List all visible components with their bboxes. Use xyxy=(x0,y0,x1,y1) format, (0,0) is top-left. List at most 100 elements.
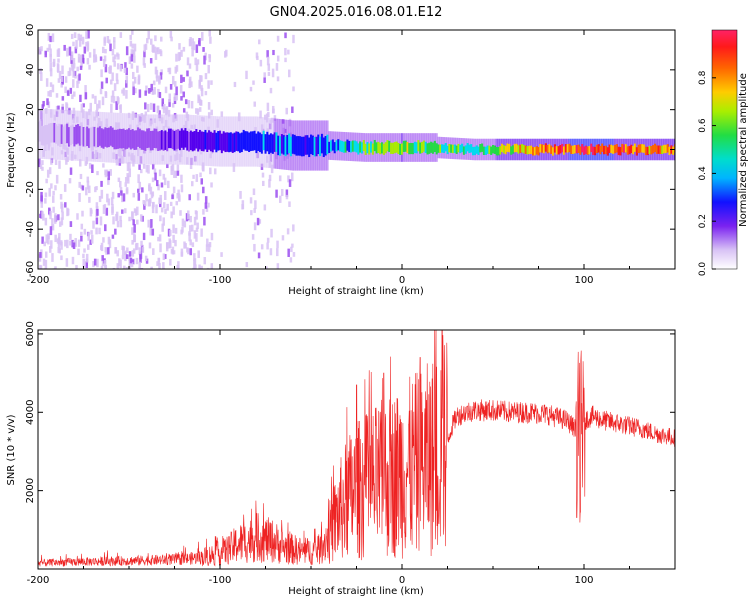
heatmap-speckle xyxy=(141,187,144,193)
colorbar-tick-label: 0.4 xyxy=(698,166,708,181)
heatmap-speckle xyxy=(203,216,206,226)
heatmap-ridge-core xyxy=(259,132,262,153)
heatmap-speckle xyxy=(175,95,178,101)
heatmap-ridge-core xyxy=(237,131,240,152)
heatmap-ridge-core xyxy=(502,145,506,154)
heatmap-speckle xyxy=(253,208,256,213)
heatmap-speckle xyxy=(193,230,197,239)
heatmap-speckle xyxy=(89,207,93,217)
heatmap-speckle xyxy=(79,65,83,70)
heatmap-ridge-core xyxy=(66,123,69,144)
heatmap-speckle xyxy=(252,80,255,85)
heatmap-speckle xyxy=(169,230,172,236)
heatmap-ridge-core xyxy=(102,129,105,149)
heatmap-speckle xyxy=(145,85,148,93)
heatmap-ridge-core xyxy=(100,128,103,148)
heatmap-speckle xyxy=(107,171,111,181)
heatmap-speckle xyxy=(174,239,177,247)
heatmap-speckle xyxy=(129,257,133,264)
heatmap-ridge-core xyxy=(184,128,187,148)
heatmap-speckle xyxy=(107,177,110,185)
heatmap-speckle xyxy=(85,261,88,269)
heatmap-ridge-core xyxy=(584,145,588,155)
heatmap-speckle xyxy=(204,196,208,204)
heatmap-speckle xyxy=(194,57,197,66)
heatmap-speckle xyxy=(105,77,108,84)
heatmap-ridge-core xyxy=(151,130,154,151)
heatmap-speckle xyxy=(290,246,293,253)
heatmap-speckle xyxy=(273,115,277,121)
heatmap-ridge-core xyxy=(146,128,149,149)
heatmap-speckle xyxy=(199,75,202,83)
heatmap-speckle xyxy=(44,259,48,269)
heatmap-speckle xyxy=(262,180,265,187)
snr-series-line xyxy=(38,330,675,567)
heatmap-speckle xyxy=(148,183,151,191)
heatmap-speckle xyxy=(49,89,52,97)
heatmap-speckle xyxy=(137,74,141,80)
heatmap-speckle xyxy=(169,30,173,39)
heatmap-speckle xyxy=(275,63,279,71)
heatmap-ridge-core xyxy=(391,142,395,154)
heatmap-ridge-core xyxy=(417,140,420,152)
heatmap-ridge-core xyxy=(208,130,211,150)
heatmap-speckle xyxy=(121,254,125,260)
heatmap-speckle xyxy=(239,190,242,199)
heatmap-speckle xyxy=(196,108,200,115)
heatmap-ridge-core xyxy=(411,143,415,155)
heatmap-speckle xyxy=(113,83,117,92)
spectrogram-x-tick-label: 0 xyxy=(399,275,405,286)
heatmap-ridge-core xyxy=(410,142,413,155)
heatmap-ridge-core xyxy=(131,129,134,149)
heatmap-speckle xyxy=(288,69,291,78)
heatmap-speckle xyxy=(152,103,156,113)
heatmap-speckle xyxy=(250,210,253,216)
heatmap-ridge-core xyxy=(421,141,424,154)
heatmap-ridge-core xyxy=(499,146,502,155)
heatmap-ridge-core xyxy=(113,129,116,150)
heatmap-ridge-core xyxy=(637,144,640,154)
heatmap-ridge-core xyxy=(650,146,653,155)
heatmap-speckle xyxy=(83,228,87,235)
heatmap-ridge-core xyxy=(204,129,207,150)
heatmap-ridge-core xyxy=(51,122,54,143)
heatmap-speckle xyxy=(278,175,282,182)
heatmap-ridge-core xyxy=(75,124,78,145)
heatmap-speckle xyxy=(84,161,88,166)
heatmap-speckle xyxy=(198,79,201,89)
spectrogram-y-tick-label: 20 xyxy=(25,103,36,116)
heatmap-speckle xyxy=(38,47,41,55)
heatmap-ridge-core xyxy=(350,141,353,153)
heatmap-ridge-core xyxy=(189,130,193,151)
heatmap-speckle xyxy=(201,32,204,41)
heatmap-speckle xyxy=(207,64,210,74)
heatmap-speckle xyxy=(280,188,284,197)
colorbar: 0.0 0.2 0.4 0.6 0.8 Normalized spectral ampl… xyxy=(698,29,749,276)
heatmap-ridge-core xyxy=(71,124,74,144)
heatmap-speckle xyxy=(107,198,111,206)
heatmap-speckle xyxy=(99,216,103,226)
heatmap-speckle xyxy=(180,49,183,57)
heatmap-ridge-core xyxy=(333,142,336,154)
heatmap-ridge-core xyxy=(419,142,422,154)
heatmap-speckle xyxy=(119,32,123,38)
heatmap-speckle xyxy=(152,248,155,255)
heatmap-ridge-core xyxy=(610,144,613,154)
heatmap-speckle xyxy=(98,195,102,203)
snr-panel: -200 -100 0 100 2000 4000 6000 Height of stra… xyxy=(6,321,676,597)
heatmap-speckle xyxy=(64,202,67,208)
heatmap-speckle xyxy=(203,257,207,265)
heatmap-speckle xyxy=(132,248,136,254)
heatmap-speckle xyxy=(185,213,189,222)
heatmap-speckle xyxy=(204,202,208,209)
heatmap-ridge-core xyxy=(461,143,464,153)
heatmap-speckle xyxy=(55,93,59,98)
heatmap-speckle xyxy=(65,158,68,165)
heatmap-speckle xyxy=(137,174,140,184)
heatmap-speckle xyxy=(109,43,112,52)
heatmap-speckle xyxy=(166,163,169,169)
heatmap-speckle xyxy=(241,200,245,209)
heatmap-ridge-core xyxy=(555,146,558,155)
heatmap-ridge-core xyxy=(486,145,489,154)
heatmap-ridge-core xyxy=(648,145,651,155)
